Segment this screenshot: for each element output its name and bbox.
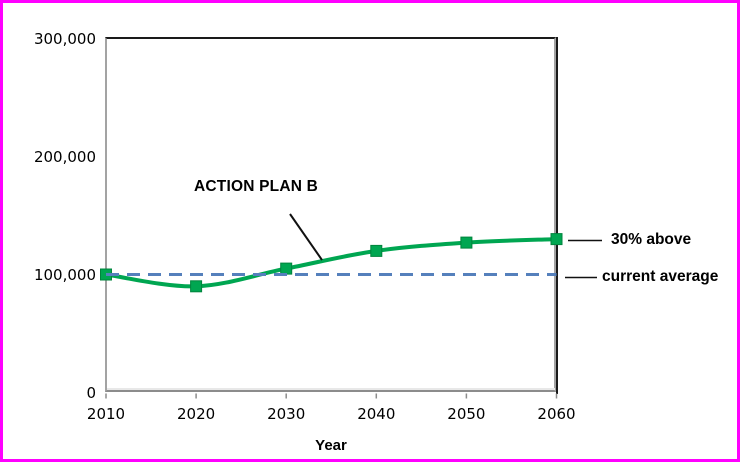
x-tick-label: 2020	[177, 405, 216, 423]
y-tick-label: 100,000	[33, 265, 96, 284]
annotation-30-percent-above: 30% above	[611, 231, 692, 248]
plot-bottom-highlight	[107, 388, 555, 390]
x-tick-label: 2030	[267, 405, 306, 423]
y-tick-label: 0	[86, 383, 96, 402]
y-tick-label: 200,000	[33, 147, 96, 166]
annotation-current-average: current average	[602, 268, 719, 285]
annotation-action-plan-b: ACTION PLAN B	[194, 178, 319, 195]
x-tick-label: 2040	[357, 405, 396, 423]
plot-area	[105, 37, 556, 392]
x-tick-label: 2050	[447, 405, 486, 423]
plot-right-edge	[556, 37, 558, 394]
y-tick-label: 300,000	[33, 29, 96, 48]
x-tick-label: 2060	[537, 405, 576, 423]
x-axis-title: Year	[315, 437, 347, 454]
x-tick-label: 2010	[86, 405, 126, 423]
